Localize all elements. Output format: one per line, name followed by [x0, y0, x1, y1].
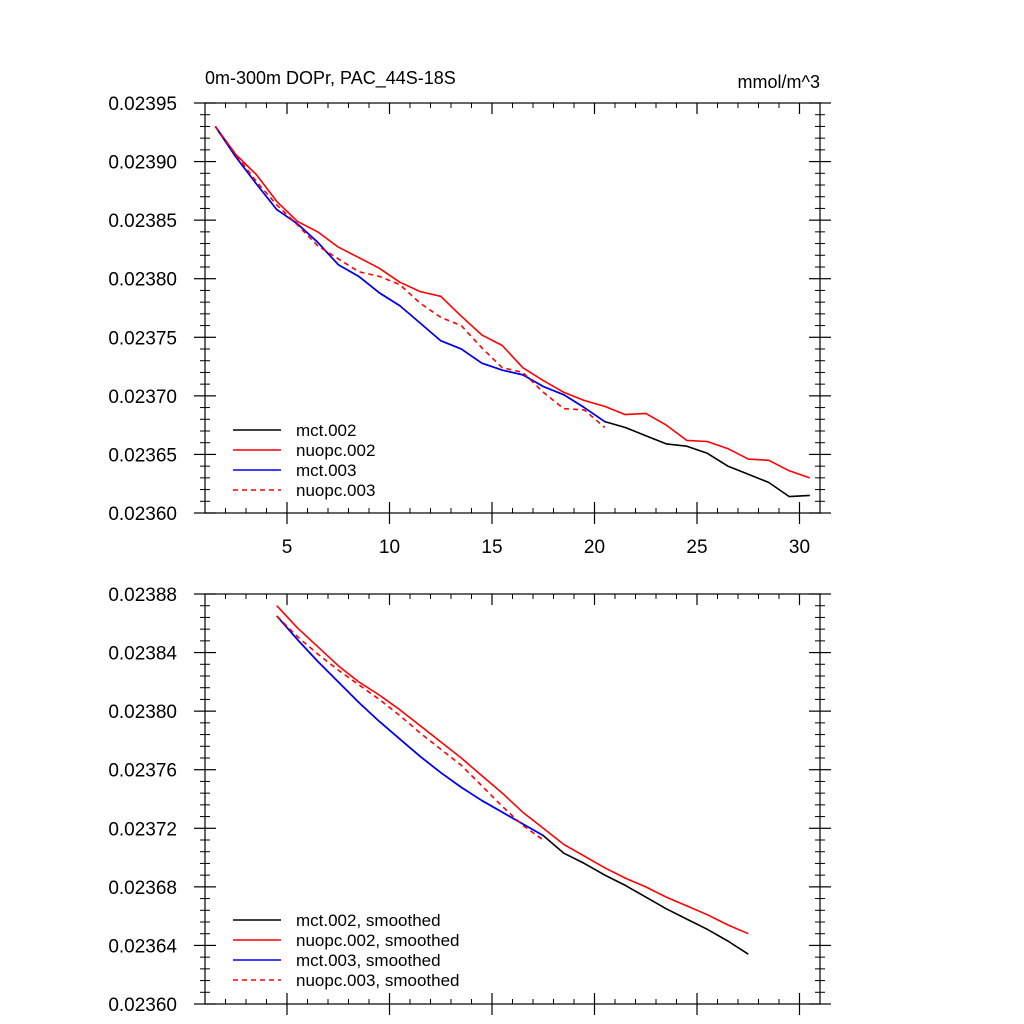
- series-line-nuopc-002: [214, 125, 811, 479]
- legend-label: mct.002: [296, 421, 356, 440]
- x-tick-label: 30: [789, 537, 810, 558]
- x-tick-label: 5: [282, 537, 293, 558]
- bottom-panel: 0.02360 0.02364 0.02368 0.02372 0.02376 0.023…: [108, 585, 831, 1016]
- y-tick-label: 0.02376: [108, 761, 177, 782]
- legend-label: nuopc.003, smoothed: [296, 971, 460, 990]
- legend-label: nuopc.003: [296, 481, 375, 500]
- y-tick-label: 0.02390: [108, 153, 177, 174]
- x-tick-label: 10: [379, 537, 400, 558]
- x-tick-labels: 5 10 15 20 25 30: [282, 537, 810, 558]
- y-tick-label: 0.02384: [108, 644, 177, 665]
- y-tick-label: 0.02360: [108, 504, 177, 525]
- y-tick-label: 0.02364: [108, 936, 177, 957]
- y-tick-label: 0.02380: [108, 702, 177, 723]
- chart-units: mmol/m^3: [738, 72, 820, 92]
- series-line-nuopc-003-smoothed: [276, 615, 544, 841]
- tick-marks: [194, 593, 831, 1015]
- y-tick-label: 0.02380: [108, 270, 177, 291]
- series-line-nuopc-002-smoothed: [276, 605, 749, 935]
- y-tick-label: 0.02375: [108, 328, 177, 349]
- y-tick-labels: 0.02360 0.02364 0.02368 0.02372 0.02376 0.023…: [108, 585, 177, 1016]
- y-tick-label: 0.02368: [108, 878, 177, 899]
- y-tick-label: 0.02360: [108, 995, 177, 1016]
- y-tick-label: 0.02388: [108, 585, 177, 606]
- y-tick-label: 0.02372: [108, 819, 177, 840]
- x-tick-label: 25: [686, 537, 707, 558]
- tick-marks: [194, 102, 831, 524]
- y-tick-label: 0.02395: [108, 94, 177, 115]
- y-tick-label: 0.02365: [108, 445, 177, 466]
- y-tick-labels: 0.02360 0.02365 0.02370 0.02375 0.02380 0.023…: [108, 94, 177, 525]
- y-tick-label: 0.02370: [108, 387, 177, 408]
- legend-label: mct.002, smoothed: [296, 911, 441, 930]
- top-panel: 0m-300m DOPr, PAC_44S-18S mmol/m^3 0.023…: [108, 68, 831, 558]
- series-line-mct-003: [214, 125, 606, 423]
- legend-label: mct.003, smoothed: [296, 951, 441, 970]
- series-lines: [276, 605, 749, 955]
- series-line-mct-003-smoothed: [276, 615, 544, 837]
- y-tick-label: 0.02385: [108, 211, 177, 232]
- series-lines: [214, 125, 811, 498]
- chart-title: 0m-300m DOPr, PAC_44S-18S: [205, 68, 456, 89]
- legend-label: nuopc.002, smoothed: [296, 931, 460, 950]
- series-line-nuopc-003: [214, 125, 606, 429]
- x-tick-label: 20: [584, 537, 605, 558]
- legend-label: nuopc.002: [296, 441, 375, 460]
- series-line-mct-002-smoothed: [276, 615, 749, 955]
- legend-label: mct.003: [296, 461, 356, 480]
- x-tick-label: 15: [481, 537, 502, 558]
